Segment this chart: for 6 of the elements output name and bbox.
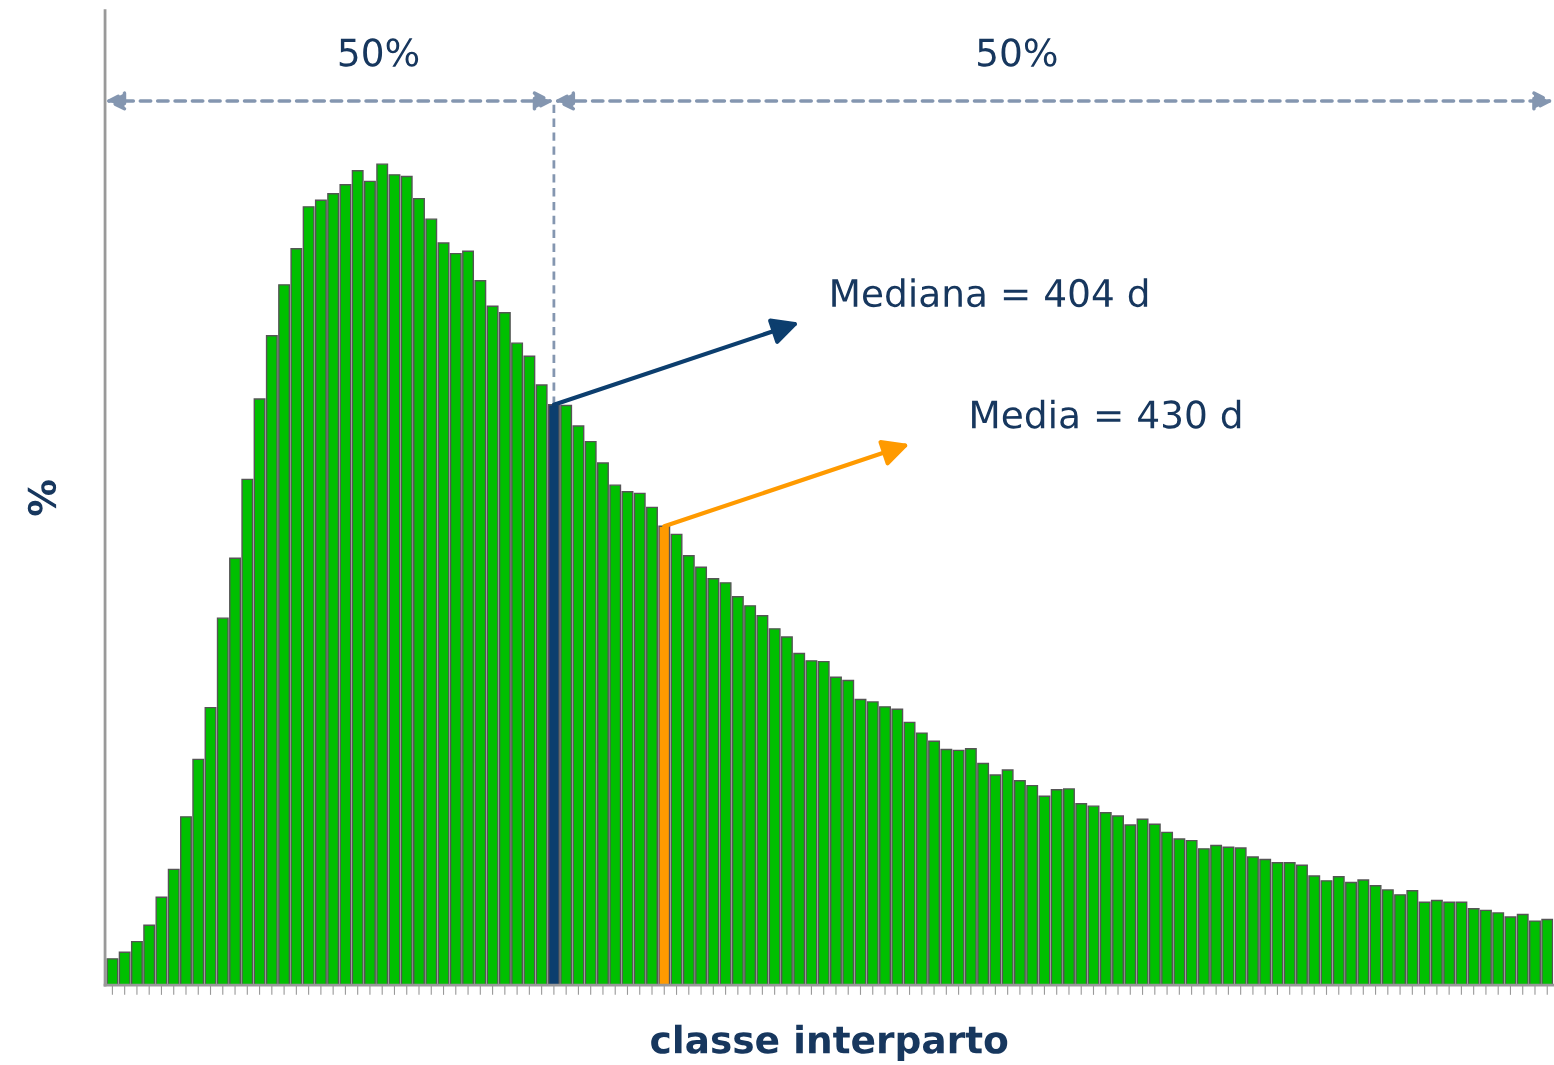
y-axis-title: % — [27, 480, 57, 516]
annotation: Media = 430 d — [972, 399, 1241, 429]
x-axis-title: classe interparto — [651, 1024, 1008, 1061]
annotation: Mediana = 404 d — [832, 278, 1148, 308]
text: 50% — [978, 38, 1057, 67]
text: 50% — [339, 38, 419, 67]
